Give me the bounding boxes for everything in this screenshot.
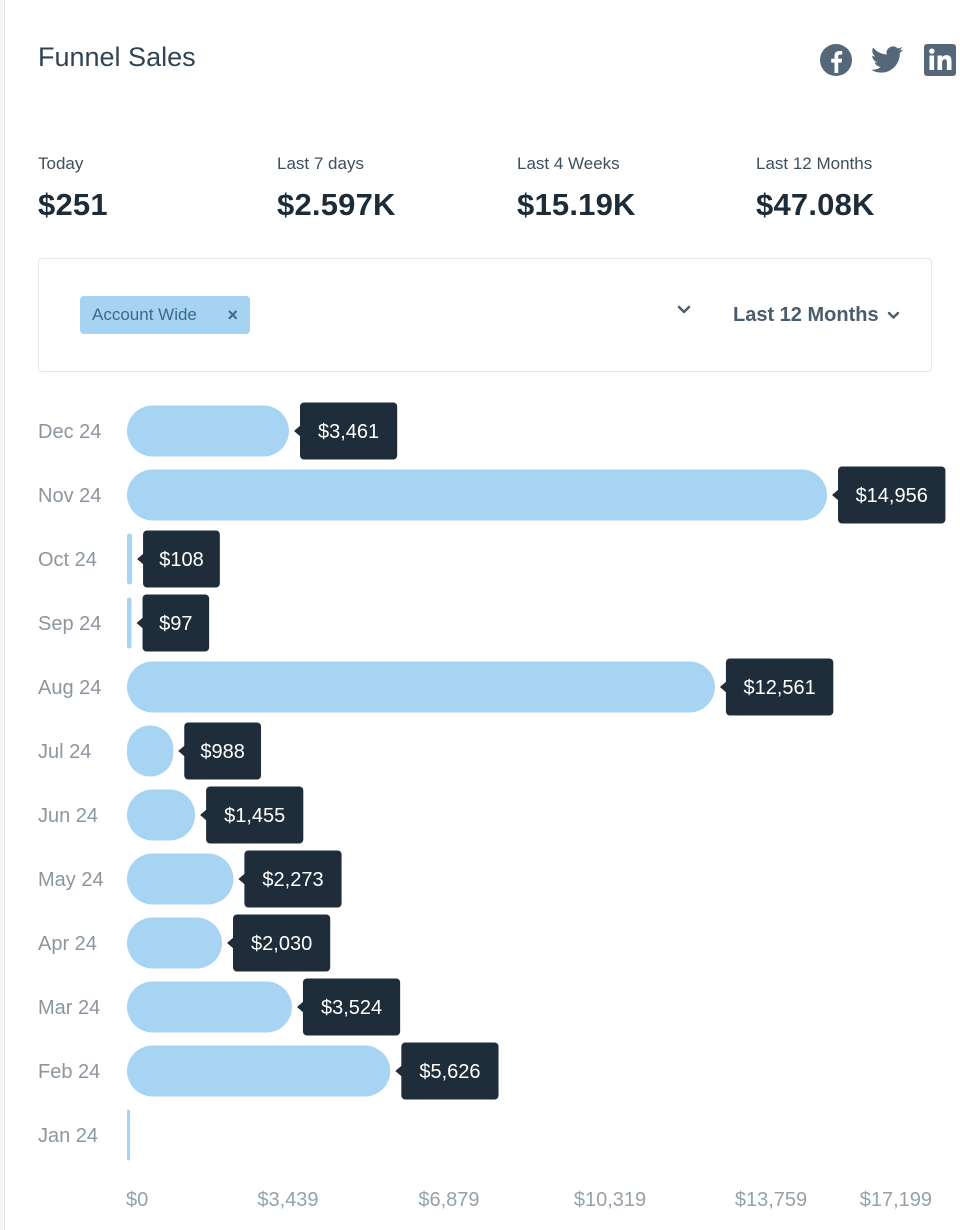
twitter-icon[interactable] xyxy=(869,43,905,77)
x-tick-label: $3,439 xyxy=(257,1189,318,1211)
data-label: $97 xyxy=(159,613,192,635)
x-tick-label: $13,759 xyxy=(735,1189,807,1211)
category-label: Feb 24 xyxy=(38,1061,100,1083)
data-label: $2,273 xyxy=(262,869,323,891)
value-tooltip xyxy=(725,658,834,716)
stat-value-today: $251 xyxy=(38,187,108,222)
stat-value-7-days: $2.597K xyxy=(277,187,396,222)
value-tooltip xyxy=(401,1042,499,1100)
tooltip-pointer xyxy=(832,489,840,501)
value-tooltip xyxy=(142,594,210,652)
value-tooltip xyxy=(184,722,262,780)
tooltip-pointer xyxy=(227,937,235,949)
filter-bar: Account Wide × Last 12 Months xyxy=(38,258,932,372)
bar xyxy=(127,661,715,713)
data-label: $1,455 xyxy=(224,805,285,827)
value-tooltip xyxy=(233,914,331,972)
tooltip-pointer xyxy=(200,809,208,821)
value-tooltip xyxy=(299,402,398,460)
bar xyxy=(127,917,223,969)
tooltip-pointer xyxy=(238,873,246,885)
bar xyxy=(127,725,174,777)
x-tick-label: $0 xyxy=(126,1189,148,1211)
data-label: $988 xyxy=(200,741,245,763)
bar xyxy=(127,853,234,905)
value-tooltip xyxy=(206,786,304,844)
category-label: Oct 24 xyxy=(38,549,97,571)
bar xyxy=(127,597,132,649)
monthly-sales-bar-chart: Dec 24 $3,461 Nov 24 $14,956 Oct 24 $108 Sep 2… xyxy=(38,402,946,1211)
chevron-down-icon[interactable] xyxy=(677,305,691,315)
tooltip-pointer xyxy=(293,425,301,437)
bar xyxy=(127,405,289,457)
value-tooltip xyxy=(302,978,401,1036)
funnel-sales-card: Funnel Sales Today $251 Last 7 days $2.5… xyxy=(4,0,960,1230)
data-label: $14,956 xyxy=(856,485,928,507)
chip-remove-icon[interactable]: × xyxy=(227,305,238,325)
data-label: $3,524 xyxy=(321,997,382,1019)
stat-label-12-months: Last 12 Months xyxy=(756,154,873,173)
value-tooltip xyxy=(244,850,342,908)
value-tooltip xyxy=(143,530,220,588)
bar xyxy=(127,533,133,585)
stat-value-12-months: $47.08K xyxy=(756,187,875,222)
data-label: $5,626 xyxy=(419,1061,480,1083)
tooltip-pointer xyxy=(178,745,186,757)
category-label: May 24 xyxy=(38,869,104,891)
chevron-down-icon xyxy=(887,311,899,319)
category-label: Sep 24 xyxy=(38,613,101,635)
bar xyxy=(127,1045,391,1097)
tooltip-pointer xyxy=(719,681,727,693)
category-label: Nov 24 xyxy=(38,485,101,507)
bar xyxy=(127,789,196,841)
x-tick-label: $17,199 xyxy=(860,1189,932,1211)
category-label: Jun 24 xyxy=(38,805,98,827)
tooltip-pointer xyxy=(296,1001,304,1013)
value-tooltip xyxy=(838,466,946,524)
card-title: Funnel Sales xyxy=(38,42,196,72)
data-label: $2,030 xyxy=(251,933,312,955)
facebook-icon[interactable] xyxy=(819,43,853,77)
category-label: Dec 24 xyxy=(38,421,101,443)
bar xyxy=(127,1109,130,1161)
data-label: $12,561 xyxy=(743,677,815,699)
bar xyxy=(127,981,292,1033)
linkedin-icon[interactable] xyxy=(923,43,957,77)
category-label: Jan 24 xyxy=(38,1125,98,1147)
x-tick-label: $6,879 xyxy=(418,1189,479,1211)
tooltip-pointer xyxy=(136,617,144,629)
data-label: $108 xyxy=(159,549,204,571)
date-range-select[interactable]: Last 12 Months xyxy=(733,301,900,329)
bar xyxy=(127,469,828,521)
date-range-label: Last 12 Months xyxy=(733,303,879,326)
category-label: Jul 24 xyxy=(38,741,91,763)
account-filter-chip[interactable]: Account Wide × xyxy=(80,296,250,334)
category-label: Mar 24 xyxy=(38,997,100,1019)
category-label: Aug 24 xyxy=(38,677,101,699)
stat-label-today: Today xyxy=(38,154,84,173)
chip-label: Account Wide xyxy=(92,305,197,324)
tooltip-pointer xyxy=(137,553,145,565)
stat-value-4-weeks: $15.19K xyxy=(517,187,636,222)
data-label: $3,461 xyxy=(318,421,379,443)
stat-label-4-weeks: Last 4 Weeks xyxy=(517,154,620,173)
category-label: Apr 24 xyxy=(38,933,97,955)
tooltip-pointer xyxy=(395,1065,403,1077)
x-tick-label: $10,319 xyxy=(574,1189,646,1211)
stat-label-7-days: Last 7 days xyxy=(277,154,364,173)
